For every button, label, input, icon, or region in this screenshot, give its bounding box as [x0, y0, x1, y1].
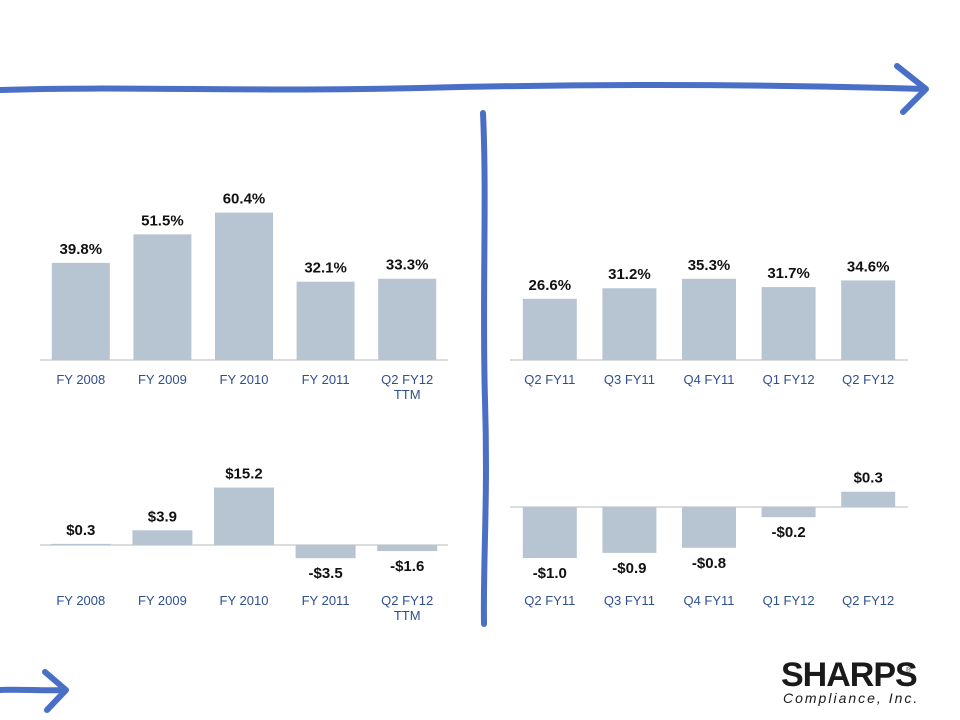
data-label: 51.5% — [141, 212, 184, 229]
bar — [214, 487, 274, 545]
bar — [841, 491, 896, 507]
category-tick-label: Q1 FY12 — [763, 593, 815, 608]
data-label: 33.3% — [386, 257, 429, 274]
data-label: 32.1% — [304, 260, 347, 277]
bar — [51, 262, 110, 360]
data-label: -$1.6 — [390, 558, 424, 575]
bar — [378, 278, 437, 360]
logo-wordmark: SHARPS — [781, 656, 917, 694]
category-tick-label: Q2 FY12 TTM — [381, 593, 433, 623]
bar — [215, 212, 273, 360]
bar — [377, 545, 438, 552]
category-tick-label: Q2 FY11 — [524, 593, 575, 608]
category-tick-label: Q1 FY12 — [763, 372, 815, 387]
category-tick-label: FY 2010 — [220, 593, 269, 608]
bar — [522, 298, 577, 360]
top-arrow-head-icon — [894, 63, 929, 115]
bar — [296, 281, 355, 360]
vertical-divider-line — [480, 110, 489, 627]
category-tick-label: FY 2008 — [56, 372, 105, 387]
data-label: $15.2 — [225, 466, 263, 483]
category-tick-label: Q4 FY11 — [683, 372, 734, 387]
category-tick-label: FY 2008 — [56, 593, 105, 608]
data-label: -$1.0 — [533, 565, 567, 582]
bar — [761, 507, 816, 518]
data-label: $3.9 — [148, 508, 177, 525]
data-label: 39.8% — [60, 241, 103, 258]
data-label: 31.7% — [767, 265, 810, 282]
data-label: $0.3 — [854, 470, 883, 487]
bar — [761, 287, 816, 360]
bar — [602, 288, 657, 360]
data-label: 34.6% — [847, 258, 890, 275]
bar — [522, 507, 577, 558]
bar — [841, 280, 896, 360]
data-label: -$0.9 — [612, 560, 646, 577]
top-arrow-line — [0, 82, 928, 93]
bar — [50, 543, 111, 545]
charts-group: 39.8% FY 2008 51.5% FY 2009 60.4% FY 2010 32.1… — [40, 191, 908, 623]
data-label: -$3.5 — [308, 565, 342, 582]
chart-4: -$1.0 Q2 FY11 -$0.9 Q3 FY11 -$0.8 Q4 FY11 -$0.… — [510, 470, 908, 608]
bar — [602, 507, 657, 553]
category-tick-label: Q4 FY11 — [683, 593, 734, 608]
chart-1: 39.8% FY 2008 51.5% FY 2009 60.4% FY 2010 32.1… — [40, 191, 448, 402]
bar — [682, 278, 736, 360]
category-tick-label: Q2 FY12 TTM — [381, 372, 433, 402]
category-tick-label: Q3 FY11 — [604, 372, 655, 387]
category-tick-label: Q2 FY11 — [524, 372, 575, 387]
chart-3: $0.3 FY 2008 $3.9 FY 2009 $15.2 FY 2010 -$3.5 F… — [40, 466, 448, 623]
bar — [132, 530, 193, 545]
bar — [295, 545, 356, 559]
bar — [682, 507, 736, 548]
data-label: 35.3% — [688, 257, 731, 274]
category-tick-label: FY 2011 — [302, 593, 350, 608]
category-tick-label: FY 2010 — [220, 372, 269, 387]
company-logo: SHARPS ® Compliance, Inc. — [781, 656, 919, 706]
bottom-arrow-line — [0, 686, 68, 694]
data-label: 60.4% — [223, 191, 266, 208]
bottom-arrow-head-icon — [42, 669, 69, 713]
data-label: $0.3 — [66, 522, 95, 539]
category-tick-label: Q2 FY12 — [842, 372, 894, 387]
data-label: 26.6% — [529, 277, 572, 294]
category-tick-label: FY 2011 — [302, 372, 350, 387]
category-tick-label: FY 2009 — [138, 372, 187, 387]
logo-subtitle: Compliance, Inc. — [783, 690, 919, 706]
category-tick-label: FY 2009 — [138, 593, 187, 608]
bar — [133, 234, 192, 360]
data-label: 31.2% — [608, 266, 651, 283]
category-tick-label: Q3 FY11 — [604, 593, 655, 608]
data-label: -$0.2 — [771, 524, 805, 541]
category-tick-label: Q2 FY12 — [842, 593, 894, 608]
chart-2: 26.6% Q2 FY11 31.2% Q3 FY11 35.3% Q4 FY11 31.7… — [510, 257, 908, 387]
data-label: -$0.8 — [692, 555, 726, 572]
logo-registered-mark: ® — [906, 666, 912, 674]
